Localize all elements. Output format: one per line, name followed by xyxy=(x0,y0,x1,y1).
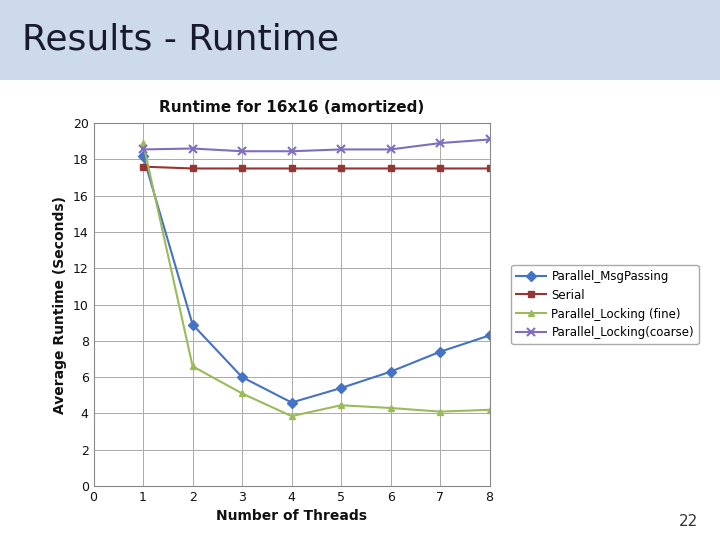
Parallel_MsgPassing xyxy=(337,385,346,392)
Parallel_MsgPassing xyxy=(189,321,197,328)
Serial xyxy=(189,165,197,172)
Title: Runtime for 16x16 (amortized): Runtime for 16x16 (amortized) xyxy=(159,100,424,115)
Parallel_Locking(coarse) xyxy=(387,146,395,153)
Parallel_Locking(coarse) xyxy=(189,145,197,152)
Parallel_MsgPassing xyxy=(238,374,246,380)
Parallel_MsgPassing xyxy=(387,368,395,375)
Serial xyxy=(387,165,395,172)
Parallel_Locking (fine) xyxy=(238,390,246,397)
Serial xyxy=(485,165,494,172)
Parallel_Locking (fine) xyxy=(436,408,444,415)
X-axis label: Number of Threads: Number of Threads xyxy=(216,509,367,523)
Parallel_MsgPassing xyxy=(287,399,296,406)
Parallel_Locking (fine) xyxy=(189,363,197,369)
Parallel_Locking(coarse) xyxy=(238,148,246,154)
Line: Parallel_MsgPassing: Parallel_MsgPassing xyxy=(140,152,493,406)
Parallel_Locking(coarse) xyxy=(436,140,444,146)
Parallel_Locking (fine) xyxy=(139,140,148,146)
Text: 22: 22 xyxy=(679,514,698,529)
Parallel_Locking (fine) xyxy=(387,405,395,411)
Parallel_MsgPassing xyxy=(139,152,148,159)
Parallel_Locking (fine) xyxy=(337,402,346,408)
Parallel_Locking(coarse) xyxy=(337,146,346,153)
Serial xyxy=(139,164,148,170)
Serial xyxy=(337,165,346,172)
Serial xyxy=(287,165,296,172)
Parallel_Locking(coarse) xyxy=(485,136,494,143)
Parallel_Locking(coarse) xyxy=(287,148,296,154)
Line: Parallel_Locking(coarse): Parallel_Locking(coarse) xyxy=(139,136,494,156)
Parallel_Locking (fine) xyxy=(485,407,494,413)
Parallel_Locking (fine) xyxy=(287,413,296,420)
Serial xyxy=(436,165,444,172)
Legend: Parallel_MsgPassing, Serial, Parallel_Locking (fine), Parallel_Locking(coarse): Parallel_MsgPassing, Serial, Parallel_Lo… xyxy=(511,265,699,344)
Serial xyxy=(238,165,246,172)
Line: Serial: Serial xyxy=(140,163,493,172)
Line: Parallel_Locking (fine): Parallel_Locking (fine) xyxy=(140,140,493,420)
Parallel_MsgPassing xyxy=(485,332,494,339)
Parallel_Locking(coarse) xyxy=(139,146,148,153)
Y-axis label: Average Runtime (Seconds): Average Runtime (Seconds) xyxy=(53,195,67,414)
Parallel_MsgPassing xyxy=(436,348,444,355)
Text: Results - Runtime: Results - Runtime xyxy=(22,23,338,57)
